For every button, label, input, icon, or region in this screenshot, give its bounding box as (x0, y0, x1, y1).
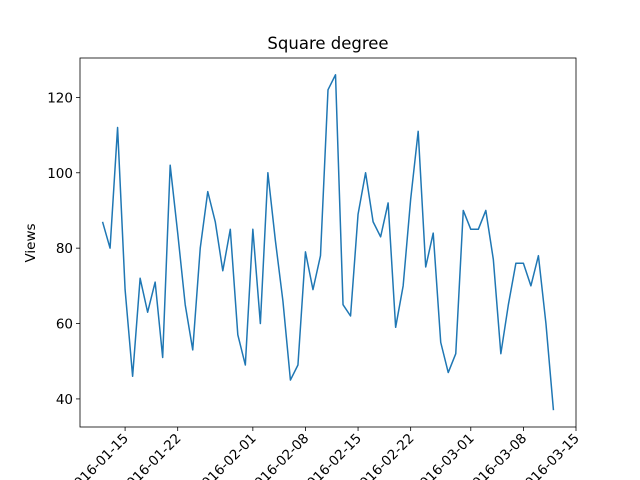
y-tick-label: 60 (56, 317, 73, 333)
line (101, 74, 555, 411)
y-tick-label: 80 (56, 241, 73, 257)
chart-title: Square degree (267, 34, 388, 53)
y-tick-label: 100 (47, 166, 73, 182)
y-axis-label: Views (23, 223, 39, 262)
y-tick-label: 120 (47, 90, 73, 106)
y-tick-label: 40 (56, 392, 73, 408)
plot-frame (79, 57, 577, 428)
